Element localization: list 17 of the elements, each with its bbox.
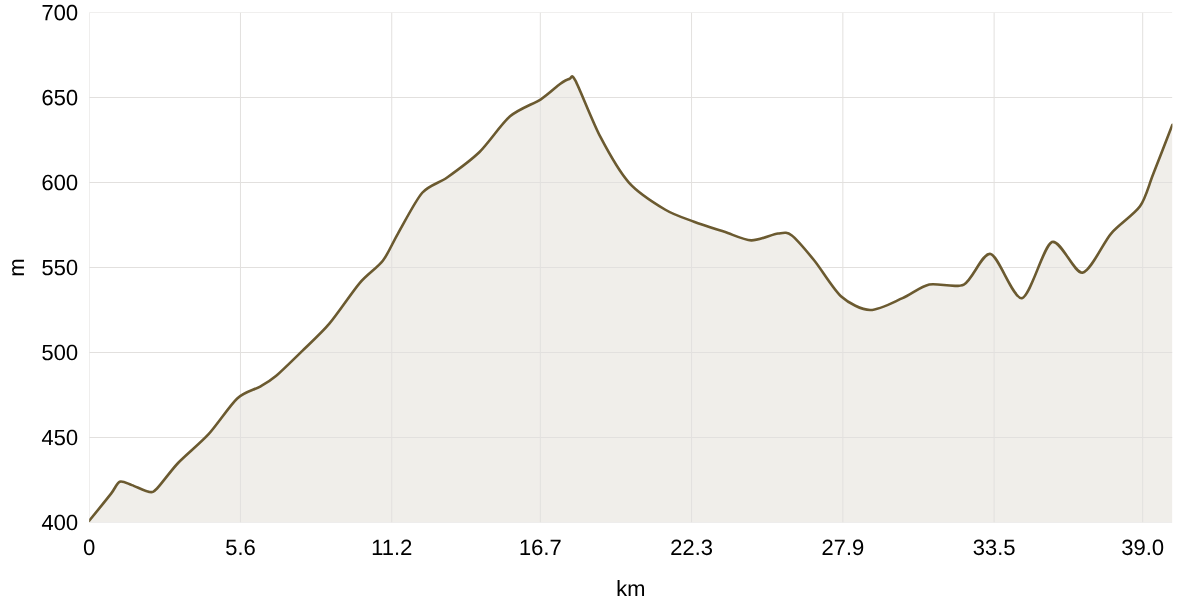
x-tick-label: 11.2 xyxy=(372,539,412,555)
y-tick-label: 550 xyxy=(42,259,78,276)
y-axis-title: m xyxy=(12,259,24,276)
x-tick-label: 0 xyxy=(83,539,95,556)
x-axis-title: km xyxy=(617,580,645,596)
y-tick-label: 600 xyxy=(42,174,78,191)
x-tick-label: 22.3 xyxy=(671,539,713,556)
y-tick-label: 450 xyxy=(41,429,78,446)
x-tick-label: 5.6 xyxy=(226,539,255,556)
y-tick-label: 500 xyxy=(42,344,78,361)
x-tick-label: 33.5 xyxy=(973,539,1015,556)
x-tick-label: 27.9 xyxy=(822,539,864,556)
x-tick-label: 16.7 xyxy=(520,539,561,556)
y-tick-label: 400 xyxy=(41,514,78,531)
y-tick-label: 650 xyxy=(42,89,78,106)
y-tick-label: 700 xyxy=(42,4,78,21)
x-tick-label: 39.0 xyxy=(1122,539,1164,556)
